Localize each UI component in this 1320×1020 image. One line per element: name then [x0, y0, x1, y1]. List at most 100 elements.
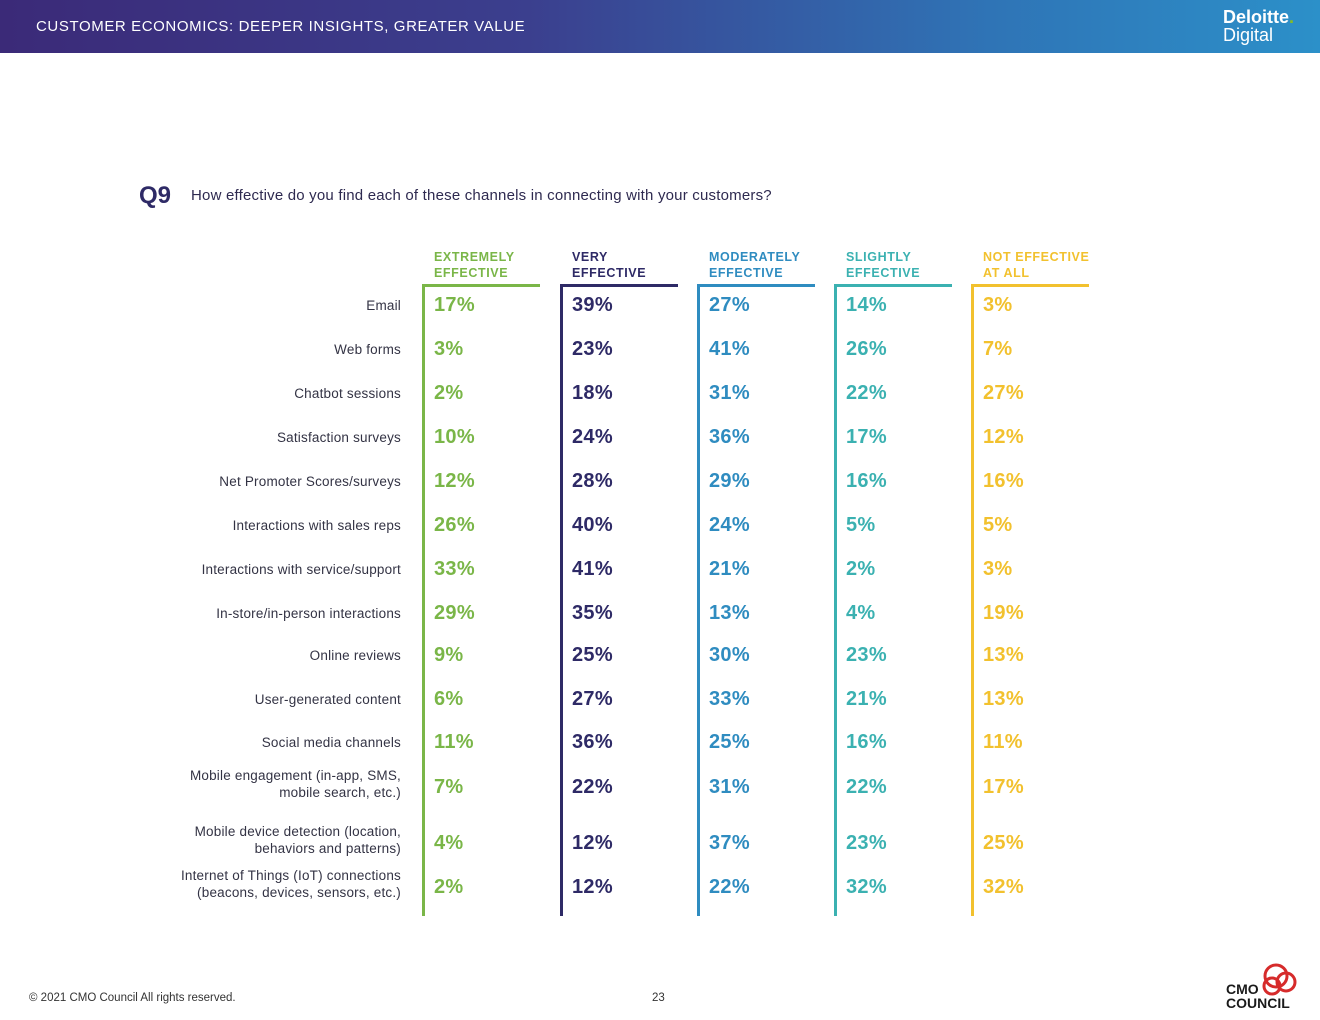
table-cell: 36% — [572, 731, 613, 753]
table-cell: 22% — [709, 876, 750, 898]
column-header-line1: VERY — [572, 250, 608, 264]
column-header-line1: EXTREMELY — [434, 250, 515, 264]
row-label: Interactions with sales reps — [121, 517, 401, 534]
table-cell: 12% — [572, 876, 613, 898]
row-label-line1: Net Promoter Scores/surveys — [219, 474, 401, 489]
table-cell: 26% — [434, 514, 475, 536]
table-cell: 11% — [434, 731, 474, 753]
logo-deloitte-text: Deloitte — [1222, 7, 1289, 27]
table-cell: 12% — [434, 470, 475, 492]
table-cell: 23% — [846, 644, 887, 666]
column-rule — [834, 284, 837, 916]
column-header-underline — [422, 284, 540, 287]
table-cell: 7% — [983, 338, 1013, 360]
copyright-notice: © 2021 CMO Council All rights reserved. — [29, 992, 236, 1004]
table-cell: 11% — [983, 731, 1023, 753]
column-header-line1: NOT EFFECTIVE — [983, 250, 1090, 264]
logo-dot: . — [1288, 7, 1294, 27]
table-cell: 4% — [846, 602, 876, 624]
table-cell: 41% — [709, 338, 750, 360]
column-header-line1: SLIGHTLY — [846, 250, 912, 264]
table-cell: 32% — [983, 876, 1024, 898]
column-header-underline — [834, 284, 952, 287]
column-rule — [422, 284, 425, 916]
question-number: Q9 — [139, 182, 172, 209]
column-header: NOT EFFECTIVE AT ALL — [983, 249, 1101, 281]
row-label-line1: User-generated content — [254, 692, 401, 707]
deloitte-digital-logo: Deloitte. Digital — [1223, 8, 1294, 44]
table-cell: 17% — [434, 294, 475, 316]
table-cell: 27% — [572, 688, 613, 710]
column-rule — [697, 284, 700, 916]
cmo-line: CMO — [1226, 981, 1259, 997]
table-cell: 26% — [846, 338, 887, 360]
table-cell: 29% — [709, 470, 750, 492]
table-cell: 5% — [983, 514, 1013, 536]
table-cell: 2% — [846, 558, 876, 580]
table-cell: 4% — [434, 832, 464, 854]
table-cell: 2% — [434, 876, 464, 898]
table-cell: 16% — [983, 470, 1024, 492]
table-cell: 27% — [709, 294, 750, 316]
row-label-line1: Mobile engagement (in-app, SMS, — [189, 768, 401, 783]
page-number: 23 — [652, 992, 665, 1004]
table-cell: 31% — [709, 776, 750, 798]
row-label: Web forms — [121, 341, 401, 358]
row-label-line1: Chatbot sessions — [294, 386, 401, 401]
table-cell: 28% — [572, 470, 613, 492]
column-header-line2: EFFECTIVE — [572, 266, 647, 280]
row-label: Mobile engagement (in-app, SMS, mobile se… — [121, 767, 401, 801]
question-text: How effective do you find each of these … — [191, 187, 772, 204]
table-cell: 2% — [434, 382, 464, 404]
row-label-line1: Mobile device detection (location, — [194, 824, 401, 839]
column-header-line2: EFFECTIVE — [434, 266, 509, 280]
row-label-line1: Online reviews — [309, 648, 401, 663]
table-cell: 10% — [434, 426, 475, 448]
council-line: COUNCIL — [1226, 995, 1290, 1011]
table-cell: 13% — [709, 602, 750, 624]
column-header-line2: EFFECTIVE — [709, 266, 784, 280]
table-cell: 19% — [983, 602, 1024, 624]
row-label-line1: Social media channels — [261, 735, 401, 750]
table-cell: 21% — [846, 688, 887, 710]
table-cell: 22% — [572, 776, 613, 798]
column-rule — [560, 284, 563, 916]
table-cell: 6% — [434, 688, 464, 710]
column-header-underline — [697, 284, 815, 287]
table-cell: 3% — [434, 338, 464, 360]
column-header-line2: AT ALL — [983, 266, 1030, 280]
table-cell: 18% — [572, 382, 613, 404]
table-cell: 17% — [846, 426, 887, 448]
table-cell: 17% — [983, 776, 1024, 798]
row-label: Social media channels — [121, 734, 401, 751]
row-label-line1: Interactions with service/support — [201, 562, 401, 577]
table-cell: 13% — [983, 644, 1024, 666]
row-label: Net Promoter Scores/surveys — [121, 473, 401, 490]
table-cell: 29% — [434, 602, 475, 624]
table-cell: 7% — [434, 776, 464, 798]
row-label-line2: mobile search, etc.) — [279, 785, 401, 800]
logo-digital-text: Digital — [1222, 25, 1273, 45]
table-cell: 22% — [846, 382, 887, 404]
table-cell: 16% — [846, 731, 887, 753]
row-label-line1: Email — [366, 298, 401, 313]
row-label-line1: Interactions with sales reps — [232, 518, 401, 533]
column-header: VERY EFFECTIVE — [572, 249, 690, 281]
header-title: CUSTOMER ECONOMICS: DEEPER INSIGHTS, GRE… — [36, 18, 526, 35]
table-cell: 33% — [709, 688, 750, 710]
table-cell: 23% — [846, 832, 887, 854]
column-header-line1: MODERATELY — [709, 250, 801, 264]
row-label-line1: Web forms — [334, 342, 401, 357]
row-label-line2: behaviors and patterns) — [254, 841, 401, 856]
row-label: Interactions with service/support — [121, 561, 401, 578]
column-header-line2: EFFECTIVE — [846, 266, 921, 280]
page-header: CUSTOMER ECONOMICS: DEEPER INSIGHTS, GRE… — [0, 0, 1320, 53]
table-cell: 32% — [846, 876, 887, 898]
row-label: Mobile device detection (location, behavi… — [121, 823, 401, 857]
row-label-line1: In-store/in-person interactions — [216, 606, 401, 621]
table-cell: 24% — [572, 426, 613, 448]
row-label: Internet of Things (IoT) connections (bea… — [121, 867, 401, 901]
table-cell: 39% — [572, 294, 613, 316]
table-cell: 3% — [983, 294, 1013, 316]
row-label: In-store/in-person interactions — [121, 605, 401, 622]
